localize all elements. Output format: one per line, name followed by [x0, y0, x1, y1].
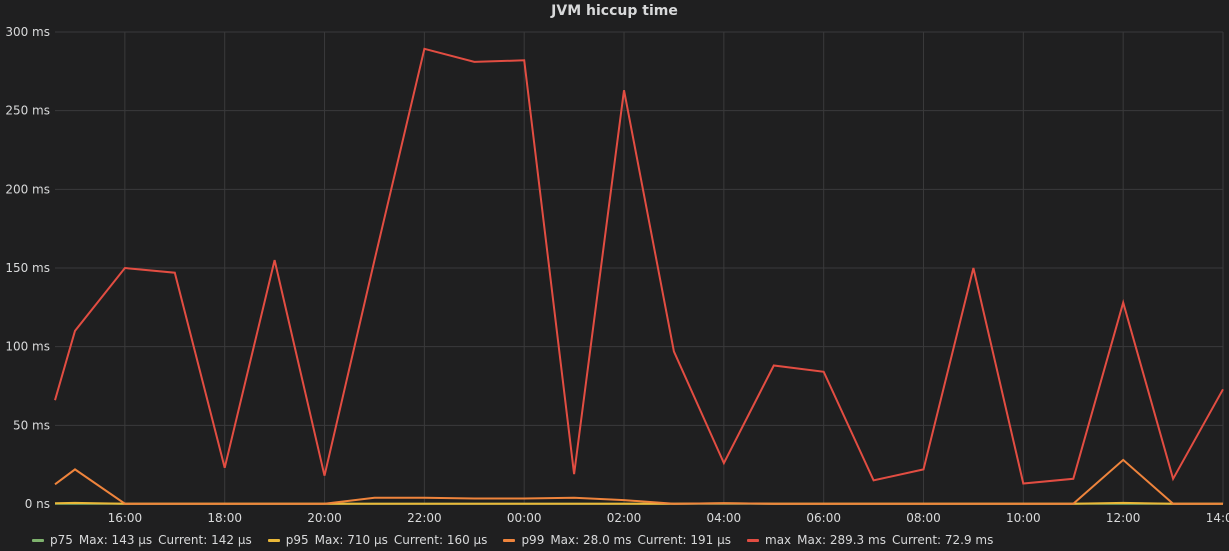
x-tick-label: 12:00 — [1106, 511, 1141, 525]
y-tick-label: 150 ms — [5, 261, 50, 275]
legend-max: Max: 710 µs — [314, 533, 388, 547]
legend-swatch — [32, 539, 44, 542]
legend-label: p99 — [521, 533, 545, 547]
legend-current: Current: 72.9 ms — [891, 533, 994, 547]
y-tick-label: 200 ms — [5, 182, 50, 196]
legend-item-p95[interactable]: p95 Max: 710 µs Current: 160 µs — [267, 533, 494, 547]
x-tick-label: 20:00 — [307, 511, 342, 525]
series-line-p99 — [54, 458, 1223, 505]
legend-label: p75 — [50, 533, 73, 547]
x-tick-label: 06:00 — [806, 511, 841, 525]
y-tick-label: 100 ms — [5, 340, 50, 354]
x-tick-label: 04:00 — [707, 511, 742, 525]
legend-label: p95 — [285, 533, 309, 547]
legend-item-p75[interactable]: p75 Max: 143 µs Current: 142 µs — [32, 533, 258, 547]
chart-legend: p75 Max: 143 µs Current: 142 µs p95 Max: 710… — [32, 533, 1009, 547]
x-tick-label: 00:00 — [507, 511, 542, 525]
y-tick-label: 250 ms — [5, 104, 50, 118]
x-tick-label: 10:00 — [1006, 511, 1041, 525]
series-line-max — [54, 47, 1224, 485]
x-tick-label: 08:00 — [906, 511, 941, 525]
legend-label: max — [765, 533, 792, 547]
legend-item-p99[interactable]: p99 Max: 28.0 ms Current: 191 µs — [503, 533, 737, 547]
legend-current: Current: 142 µs — [158, 533, 252, 547]
legend-max: Max: 28.0 ms — [550, 533, 632, 547]
legend-item-max[interactable]: max Max: 289.3 ms Current: 72.9 ms — [747, 533, 999, 547]
legend-swatch — [747, 539, 760, 542]
x-tick-label: 14:00 — [1206, 511, 1229, 525]
x-tick-label: 02:00 — [607, 511, 642, 525]
legend-current: Current: 160 µs — [393, 533, 488, 547]
x-tick-label: 16:00 — [108, 511, 143, 525]
x-tick-label: 22:00 — [407, 511, 442, 525]
legend-current: Current: 191 µs — [637, 533, 732, 547]
legend-max: Max: 289.3 ms — [797, 533, 886, 547]
x-tick-label: 18:00 — [207, 511, 242, 525]
legend-swatch — [503, 539, 516, 542]
y-tick-label: 0 ns — [25, 497, 50, 511]
chart-title: JVM hiccup time — [551, 3, 678, 19]
y-tick-label: 50 ms — [13, 418, 50, 432]
legend-max: Max: 143 µs — [78, 533, 153, 547]
y-tick-label: 300 ms — [5, 25, 50, 39]
legend-swatch — [267, 539, 280, 542]
